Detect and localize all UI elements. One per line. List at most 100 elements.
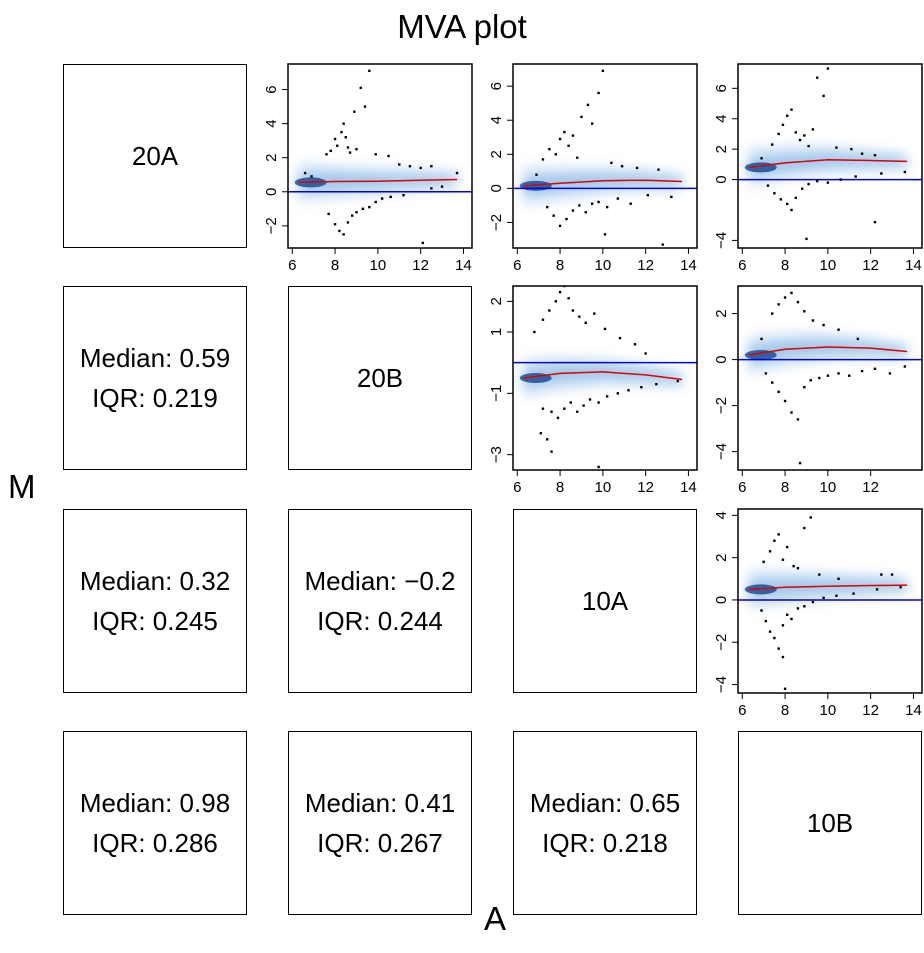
data-point [796,300,800,304]
loess-curve [298,178,458,184]
y-tick-label: −4 [713,232,730,249]
data-point [773,636,776,640]
data-point [578,204,581,207]
data-point [818,573,821,576]
iqr-text: IQR: 0.286 [92,828,218,858]
data-point [580,115,583,119]
data-point [563,407,566,410]
data-point [860,152,864,155]
data-point [768,550,772,553]
data-point [803,134,806,137]
data-point [597,200,600,204]
data-point [764,619,768,623]
y-tick-label: 6 [488,82,505,90]
data-point [569,401,572,404]
y-tick-label: 0 [713,596,730,604]
sample-label-cell: 10B [738,731,922,915]
data-point [790,291,793,295]
data-point [762,560,765,564]
data-point [771,143,774,146]
data-point [670,195,673,199]
y-tick-label: 2 [263,154,280,162]
data-point [826,181,830,184]
data-point [783,296,787,299]
data-point [805,237,808,241]
data-point [567,297,570,300]
data-point [338,229,341,233]
data-point [430,187,433,190]
data-point [783,687,787,690]
data-point [303,171,307,175]
data-point [582,404,585,407]
data-point [822,596,825,600]
data-point [837,328,840,331]
data-point [771,381,774,384]
data-point [657,168,660,171]
data-point [363,105,367,108]
data-point [781,655,785,659]
data-point [633,343,637,346]
data-point [888,372,892,375]
data-point [783,399,787,403]
data-point [336,144,339,147]
data-point [593,312,596,315]
data-point [873,220,877,224]
median-text: Median: −0.2 [304,566,456,596]
data-point [616,197,620,200]
data-point [760,609,763,612]
data-point [430,165,433,168]
data-point [790,208,793,212]
data-point [644,352,647,355]
data-point [794,131,797,134]
loess-curve [748,159,908,169]
y-tick-label: −4 [713,443,730,460]
data-point [419,166,422,170]
x-tick-label: 10 [820,479,837,496]
sample-label-cell: 20B [288,286,472,470]
data-point [803,605,806,608]
y-tick-label: −2 [713,634,730,651]
loess-curve [523,371,683,381]
data-point [603,327,607,331]
y-tick-label: 4 [263,119,280,127]
x-tick-label: 8 [781,479,789,496]
data-point [803,310,806,313]
data-point [346,221,350,224]
data-point [597,91,600,95]
data-point [310,175,313,178]
data-point [786,545,789,549]
stats-text: Median: 0.65 IQR: 0.218 [514,732,696,914]
data-point [777,647,780,650]
data-point [333,222,337,226]
data-point [327,212,330,216]
stats-cell: Median: 0.41 IQR: 0.267 [288,731,472,915]
y-tick-label: 6 [263,85,280,93]
data-point [803,386,806,389]
data-point [374,153,377,156]
y-tick-label: 0 [713,355,730,363]
data-point [597,401,600,404]
data-point [811,128,815,131]
data-point [781,624,785,627]
data-point [818,376,821,380]
stats-text: Median: −0.2 IQR: 0.244 [289,510,471,692]
sample-name: 20A [131,140,179,171]
x-tick-label: 8 [781,257,789,274]
data-point [790,617,793,621]
data-point [807,182,810,186]
data-point [333,137,337,141]
data-point [777,533,780,536]
data-point [350,214,354,217]
data-point [361,207,365,211]
stats-cell: Median: −0.2 IQR: 0.244 [288,509,472,693]
data-point [852,592,855,595]
data-point [848,374,851,377]
data-point [387,154,390,158]
y-axis-label: M [8,468,36,505]
density-cloud [298,173,458,192]
density-cloud [523,365,683,387]
x-tick-label: 12 [862,479,879,496]
y-tick-label: −3 [488,446,505,463]
